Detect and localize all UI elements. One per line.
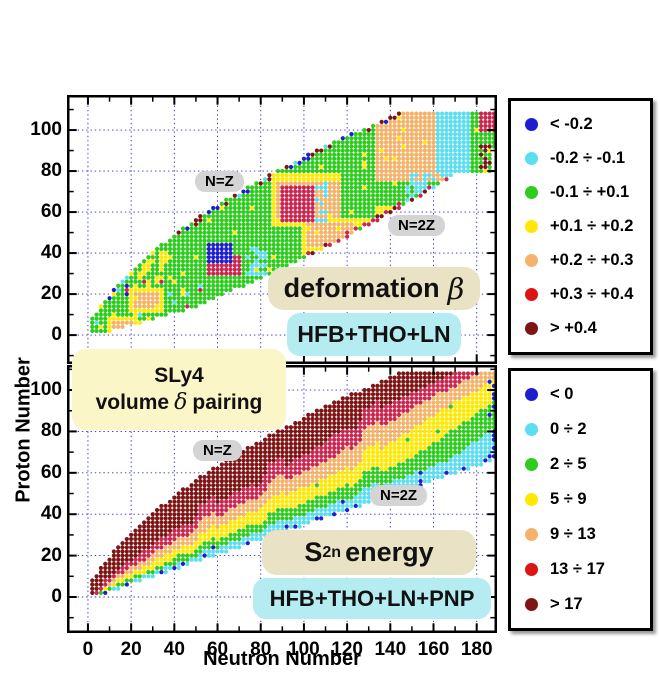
s2n-prefix: S xyxy=(304,537,323,567)
legend-entry-label: < 0 xyxy=(550,385,574,403)
legend-entry-label: 5 ÷ 9 xyxy=(550,490,587,508)
delta-symbol: δ xyxy=(174,389,188,415)
deformation-beta-title-box: deformation β xyxy=(268,267,480,310)
x-tick-label-120: 120 xyxy=(331,639,363,660)
legend-color-dot xyxy=(525,219,538,233)
legend-color-dot xyxy=(525,288,538,302)
legend-entry: < -0.2 xyxy=(525,115,650,134)
legend-entry: 13 ÷ 17 xyxy=(525,560,650,579)
x-tick-label-100: 100 xyxy=(288,639,320,660)
s2n-title-box: S 2n energy xyxy=(262,530,476,575)
legend-color-dot xyxy=(525,563,538,576)
y-tick-label-20: 20 xyxy=(40,283,62,305)
legend-entry-label: 0 ÷ 2 xyxy=(550,420,587,438)
legend-entry-label: < -0.2 xyxy=(550,114,593,133)
y-tick-label-60: 60 xyxy=(40,201,62,223)
n2z-line-label-bottom: N=2Z xyxy=(370,485,428,506)
nz-line-label-bottom: N=Z xyxy=(193,440,242,461)
legend-color-dot xyxy=(525,151,538,165)
y-tick-label-80: 80 xyxy=(40,420,62,442)
s2n-legend-box: < 0 0 ÷ 2 2 ÷ 5 5 ÷ 9 9 ÷ 13 13 ÷ 17 > 17 xyxy=(508,368,653,631)
y-tick-label-100: 100 xyxy=(30,379,62,401)
legend-entry: -0.1 ÷ +0.1 xyxy=(525,183,650,202)
legend-entry: 0 ÷ 2 xyxy=(525,420,650,439)
beta-symbol: β xyxy=(447,271,465,306)
x-tick-label-20: 20 xyxy=(120,639,142,660)
legend-entry: 9 ÷ 13 xyxy=(525,525,650,544)
x-tick-label-40: 40 xyxy=(163,639,185,660)
legend-entry: -0.2 ÷ -0.1 xyxy=(525,149,650,168)
y-tick-label-20: 20 xyxy=(40,544,62,566)
legend-entry: > 17 xyxy=(525,595,650,614)
x-tick-label-80: 80 xyxy=(250,639,272,660)
nz-line-label-top: N=Z xyxy=(195,171,244,192)
legend-color-dot xyxy=(525,322,538,336)
legend-entry-label: 2 ÷ 5 xyxy=(550,455,587,473)
pairing-word: pairing xyxy=(192,390,263,414)
y-tick-label-80: 80 xyxy=(40,160,62,182)
legend-color-dot xyxy=(525,598,538,611)
s2n-suffix: energy xyxy=(345,537,434,567)
legend-entry-label: -0.2 ÷ -0.1 xyxy=(550,148,626,167)
n2z-line-label-top: N=2Z xyxy=(388,215,446,236)
deformation-legend-box: < -0.2 -0.2 ÷ -0.1 -0.1 ÷ +0.1 +0.1 ÷ +0.2 +… xyxy=(508,98,653,355)
legend-entry-label: +0.3 ÷ +0.4 xyxy=(550,285,634,304)
legend-entry-label: 9 ÷ 13 xyxy=(550,525,596,543)
s2n-model-label-box: HFB+THO+LN+PNP xyxy=(253,578,491,619)
legend-color-dot xyxy=(525,493,538,506)
legend-entry: +0.2 ÷ +0.3 xyxy=(525,251,650,270)
legend-entry: 5 ÷ 9 xyxy=(525,490,650,509)
legend-color-dot xyxy=(525,388,538,401)
y-tick-label-100: 100 xyxy=(30,119,62,141)
volume-word: volume xyxy=(95,390,170,414)
legend-entry: +0.1 ÷ +0.2 xyxy=(525,217,650,236)
legend-color-dot xyxy=(525,528,538,541)
beta-model-label-box: HFB+THO+LN xyxy=(287,313,461,356)
legend-color-dot xyxy=(525,117,538,131)
legend-entry-label: +0.1 ÷ +0.2 xyxy=(550,216,634,235)
x-tick-label-180: 180 xyxy=(460,639,493,660)
legend-entry: 2 ÷ 5 xyxy=(525,455,650,474)
x-tick-label-160: 160 xyxy=(417,639,450,660)
legend-entry-label: 13 ÷ 17 xyxy=(550,560,605,578)
legend-entry-label: -0.1 ÷ +0.1 xyxy=(550,182,630,201)
y-tick-label-60: 60 xyxy=(40,461,62,483)
deformation-word: deformation xyxy=(283,273,440,303)
y-tick-label-0: 0 xyxy=(51,585,62,607)
legend-color-dot xyxy=(525,458,538,471)
legend-entry-label: > +0.4 xyxy=(550,319,597,338)
sly4-line: SLy4 xyxy=(154,363,204,387)
y-tick-label-40: 40 xyxy=(40,503,62,525)
sly4-pairing-label-box: SLy4 volume δ pairing xyxy=(72,349,286,430)
y-tick-label-0: 0 xyxy=(51,324,62,346)
s2n-subscript: 2n xyxy=(322,543,342,561)
y-tick-label-40: 40 xyxy=(40,242,62,264)
x-tick-label-0: 0 xyxy=(82,639,94,660)
x-axis-title: Neutron Number xyxy=(203,648,361,670)
legend-color-dot xyxy=(525,185,538,199)
legend-entry-label: > 17 xyxy=(550,595,583,613)
legend-entry: > +0.4 xyxy=(525,319,650,338)
legend-color-dot xyxy=(525,254,538,268)
x-tick-label-140: 140 xyxy=(374,639,407,660)
pairing-line: volume δ pairing xyxy=(96,389,263,418)
x-tick-label-60: 60 xyxy=(206,639,229,660)
legend-color-dot xyxy=(525,423,538,436)
legend-entry: +0.3 ÷ +0.4 xyxy=(525,285,650,304)
legend-entry: < 0 xyxy=(525,385,650,404)
legend-entry-label: +0.2 ÷ +0.3 xyxy=(550,251,634,270)
